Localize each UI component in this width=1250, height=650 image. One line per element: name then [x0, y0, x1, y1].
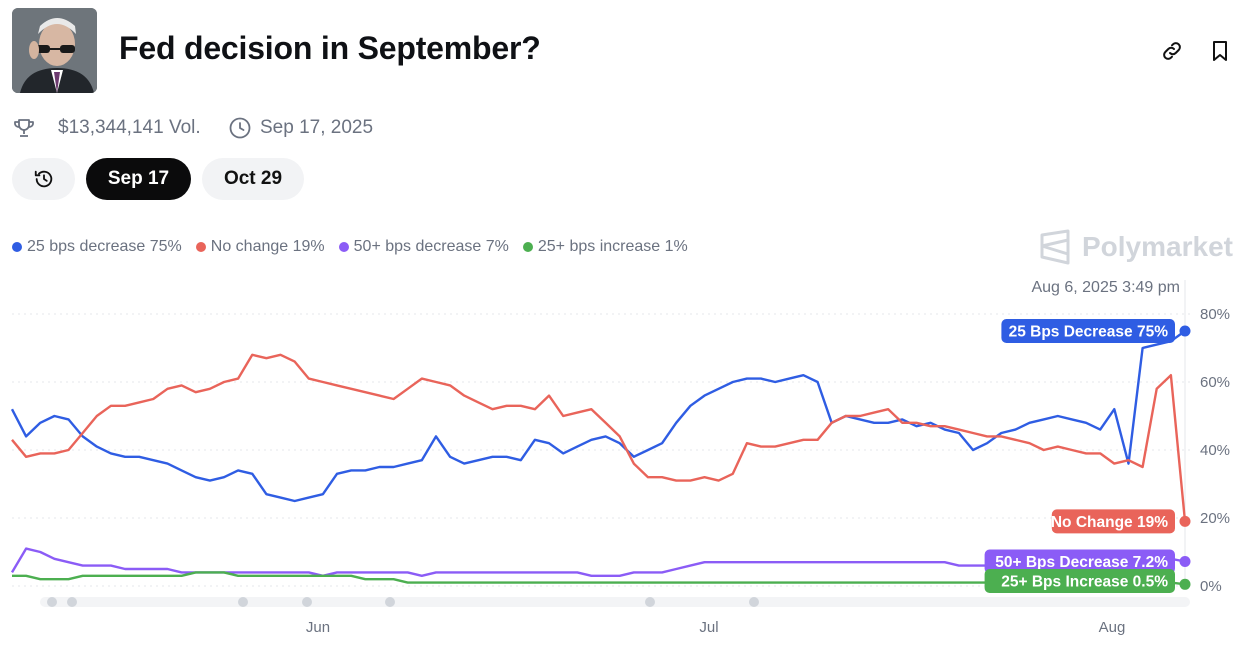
polymarket-icon — [1040, 229, 1070, 265]
legend-dot — [12, 242, 22, 252]
x-tick-label: Jul — [699, 619, 718, 636]
timeline-marker — [67, 597, 77, 607]
timeline-marker — [645, 597, 655, 607]
polymarket-wordmark: Polymarket — [1082, 231, 1233, 262]
history-button[interactable] — [12, 158, 75, 200]
timeline-marker — [238, 597, 248, 607]
polymarket-logo: Polymarket — [1038, 229, 1233, 265]
series-line-no-change — [11, 353, 1187, 522]
series-end-point — [1179, 325, 1191, 337]
timeline-marker — [302, 597, 312, 607]
y-tick-label: 20% — [1200, 510, 1230, 527]
series-end-point — [1179, 556, 1191, 568]
legend-label: No change 19% — [210, 238, 325, 255]
history-icon — [34, 170, 52, 188]
series-end-label: 50+ Bps Decrease 7.2% — [995, 554, 1168, 571]
y-tick-label: 80% — [1200, 306, 1230, 323]
series-end-label: No Change 19% — [1051, 514, 1168, 531]
legend-label: 25+ bps increase 1% — [537, 238, 688, 255]
end-date-text: Sep 17, 2025 — [260, 117, 374, 138]
series-end-label: 25 Bps Decrease 75% — [1009, 324, 1169, 341]
bookmark-button[interactable] — [1207, 38, 1233, 64]
probability-chart: 0% 20% 40% 60% 80% Aug 6, 2025 3:49 pm 25 Bps … — [10, 279, 1230, 636]
y-tick-label: 40% — [1200, 442, 1230, 459]
trophy-icon — [14, 119, 34, 137]
bookmark-icon — [1213, 41, 1227, 61]
x-tick-label: Aug — [1099, 619, 1126, 636]
volume-meta: $13,344,141 Vol. — [12, 116, 201, 140]
series-end-label-bg — [1051, 509, 1175, 534]
link-icon — [1163, 42, 1181, 60]
legend-label: 50+ bps decrease 7% — [353, 238, 509, 255]
legend-item-50-decrease: 50+ bps decrease 7% — [338, 238, 509, 256]
series-end-label-bg — [1001, 319, 1175, 343]
legend-label: 25 bps decrease 75% — [27, 238, 182, 255]
timeline-marker — [47, 597, 57, 607]
series-end-point — [1179, 578, 1191, 590]
hover-timestamp: Aug 6, 2025 3:49 pm — [1031, 279, 1180, 296]
link-button[interactable] — [1159, 38, 1185, 64]
tab-oct-29[interactable]: Oct 29 — [202, 158, 304, 200]
legend-dot — [522, 242, 533, 252]
page-title: Fed decision in September? — [119, 30, 541, 66]
tab-sep-17[interactable]: Sep 17 — [86, 158, 191, 200]
end-date-meta: Sep 17, 2025 — [228, 116, 373, 140]
x-tick-label: Jun — [306, 619, 330, 636]
legend-item-25-increase: 25+ bps increase 1% — [522, 238, 688, 256]
legend-item-no-change: No change 19% — [195, 238, 325, 256]
clock-icon — [229, 117, 251, 139]
volume-text: $13,344,141 Vol. — [58, 117, 201, 138]
timeline-track — [40, 597, 1190, 607]
y-tick-label: 60% — [1200, 374, 1230, 391]
series-end-label: 25+ Bps Increase 0.5% — [1001, 574, 1168, 591]
y-tick-label: 0% — [1200, 578, 1222, 595]
legend-dot — [195, 242, 206, 252]
series-line-25-bps-decrease — [10, 330, 1186, 503]
timeline-marker — [385, 597, 395, 607]
timeline-marker — [749, 597, 759, 607]
market-image — [12, 8, 97, 93]
series-end-label-bg — [984, 569, 1175, 593]
chart-legend: 25 bps decrease 75% No change 19% 50+ bp… — [12, 238, 688, 256]
legend-dot — [338, 242, 349, 252]
series-end-point — [1179, 515, 1191, 527]
series-end-label-bg — [984, 549, 1175, 574]
legend-item-25-decrease: 25 bps decrease 75% — [12, 238, 182, 256]
